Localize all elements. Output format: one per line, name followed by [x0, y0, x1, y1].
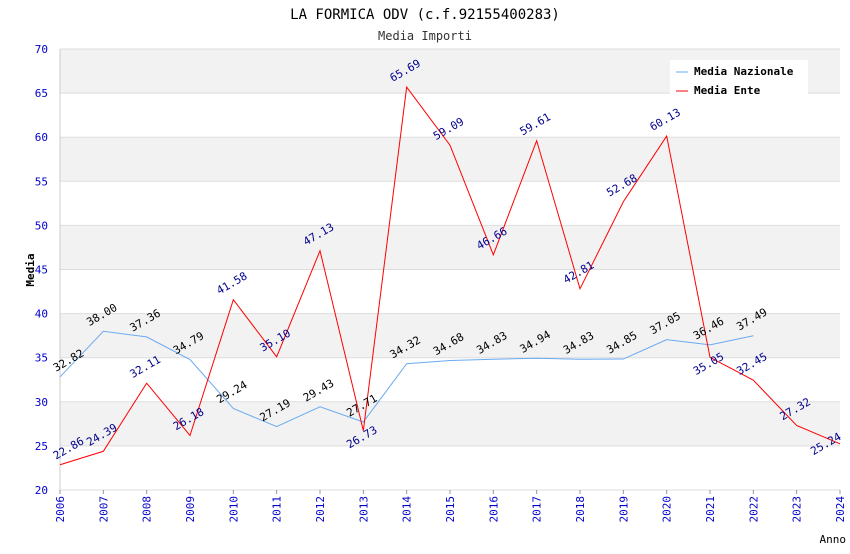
grid-band: [60, 181, 840, 226]
x-tick-label: 2023: [791, 496, 804, 523]
y-tick-label: 35: [35, 352, 48, 365]
series-line-nazionale: [59, 330, 754, 428]
grid-band: [60, 445, 840, 490]
y-tick-label: 50: [35, 219, 48, 232]
x-tick-label: 2016: [487, 496, 500, 523]
x-tick-label: 2006: [54, 496, 67, 523]
x-tick-label: 2011: [271, 496, 284, 523]
x-tick-label: 2024: [834, 496, 847, 523]
x-tick-label: 2014: [401, 496, 414, 523]
x-tick-label: 2012: [314, 496, 327, 523]
grid-band: [60, 313, 840, 358]
grid-band: [60, 137, 840, 182]
x-tick-label: 2009: [184, 496, 197, 523]
chart-subtitle: Media Importi: [378, 29, 472, 43]
grid-band: [60, 269, 840, 314]
x-tick-label: 2018: [574, 496, 587, 523]
chart-title: LA FORMICA ODV (c.f.92155400283): [290, 7, 560, 23]
grid-band: [60, 401, 840, 446]
x-tick-label: 2010: [227, 496, 240, 523]
x-tick-label: 2008: [141, 496, 154, 523]
legend: Media Nazionale Media Ente: [670, 60, 808, 100]
y-axis-label: Media: [24, 253, 37, 286]
x-axis-label: Anno: [820, 533, 847, 546]
x-tick-label: 2020: [661, 496, 674, 523]
x-tick-label: 2022: [747, 496, 760, 523]
legend-label-ente: Media Ente: [694, 84, 761, 97]
x-tick-label: 2007: [97, 496, 110, 523]
grid-band: [60, 357, 840, 402]
x-tick-label: 2015: [444, 496, 457, 523]
x-tick-label: 2021: [704, 496, 717, 523]
y-tick-label: 30: [35, 396, 48, 409]
y-tick-label: 25: [35, 440, 48, 453]
y-tick-label: 70: [35, 43, 48, 56]
x-tick-label: 2013: [357, 496, 370, 523]
legend-label-nazionale: Media Nazionale: [694, 65, 794, 78]
y-tick-label: 60: [35, 131, 48, 144]
grid-band: [60, 93, 840, 138]
grid-band: [60, 225, 840, 270]
y-tick-label: 40: [35, 308, 48, 321]
y-tick-label: 45: [35, 264, 48, 277]
x-tick-label: 2019: [617, 496, 630, 523]
series-line-ente: [59, 85, 841, 466]
x-tick-label: 2017: [531, 496, 544, 523]
y-tick-label: 20: [35, 484, 48, 497]
y-tick-label: 65: [35, 87, 48, 100]
y-tick-label: 55: [35, 175, 48, 188]
